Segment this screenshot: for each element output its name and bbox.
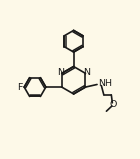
Text: O: O (109, 100, 117, 109)
Text: N: N (57, 68, 64, 77)
Text: N: N (83, 68, 90, 77)
Text: F: F (17, 83, 22, 92)
Text: NH: NH (98, 79, 112, 88)
